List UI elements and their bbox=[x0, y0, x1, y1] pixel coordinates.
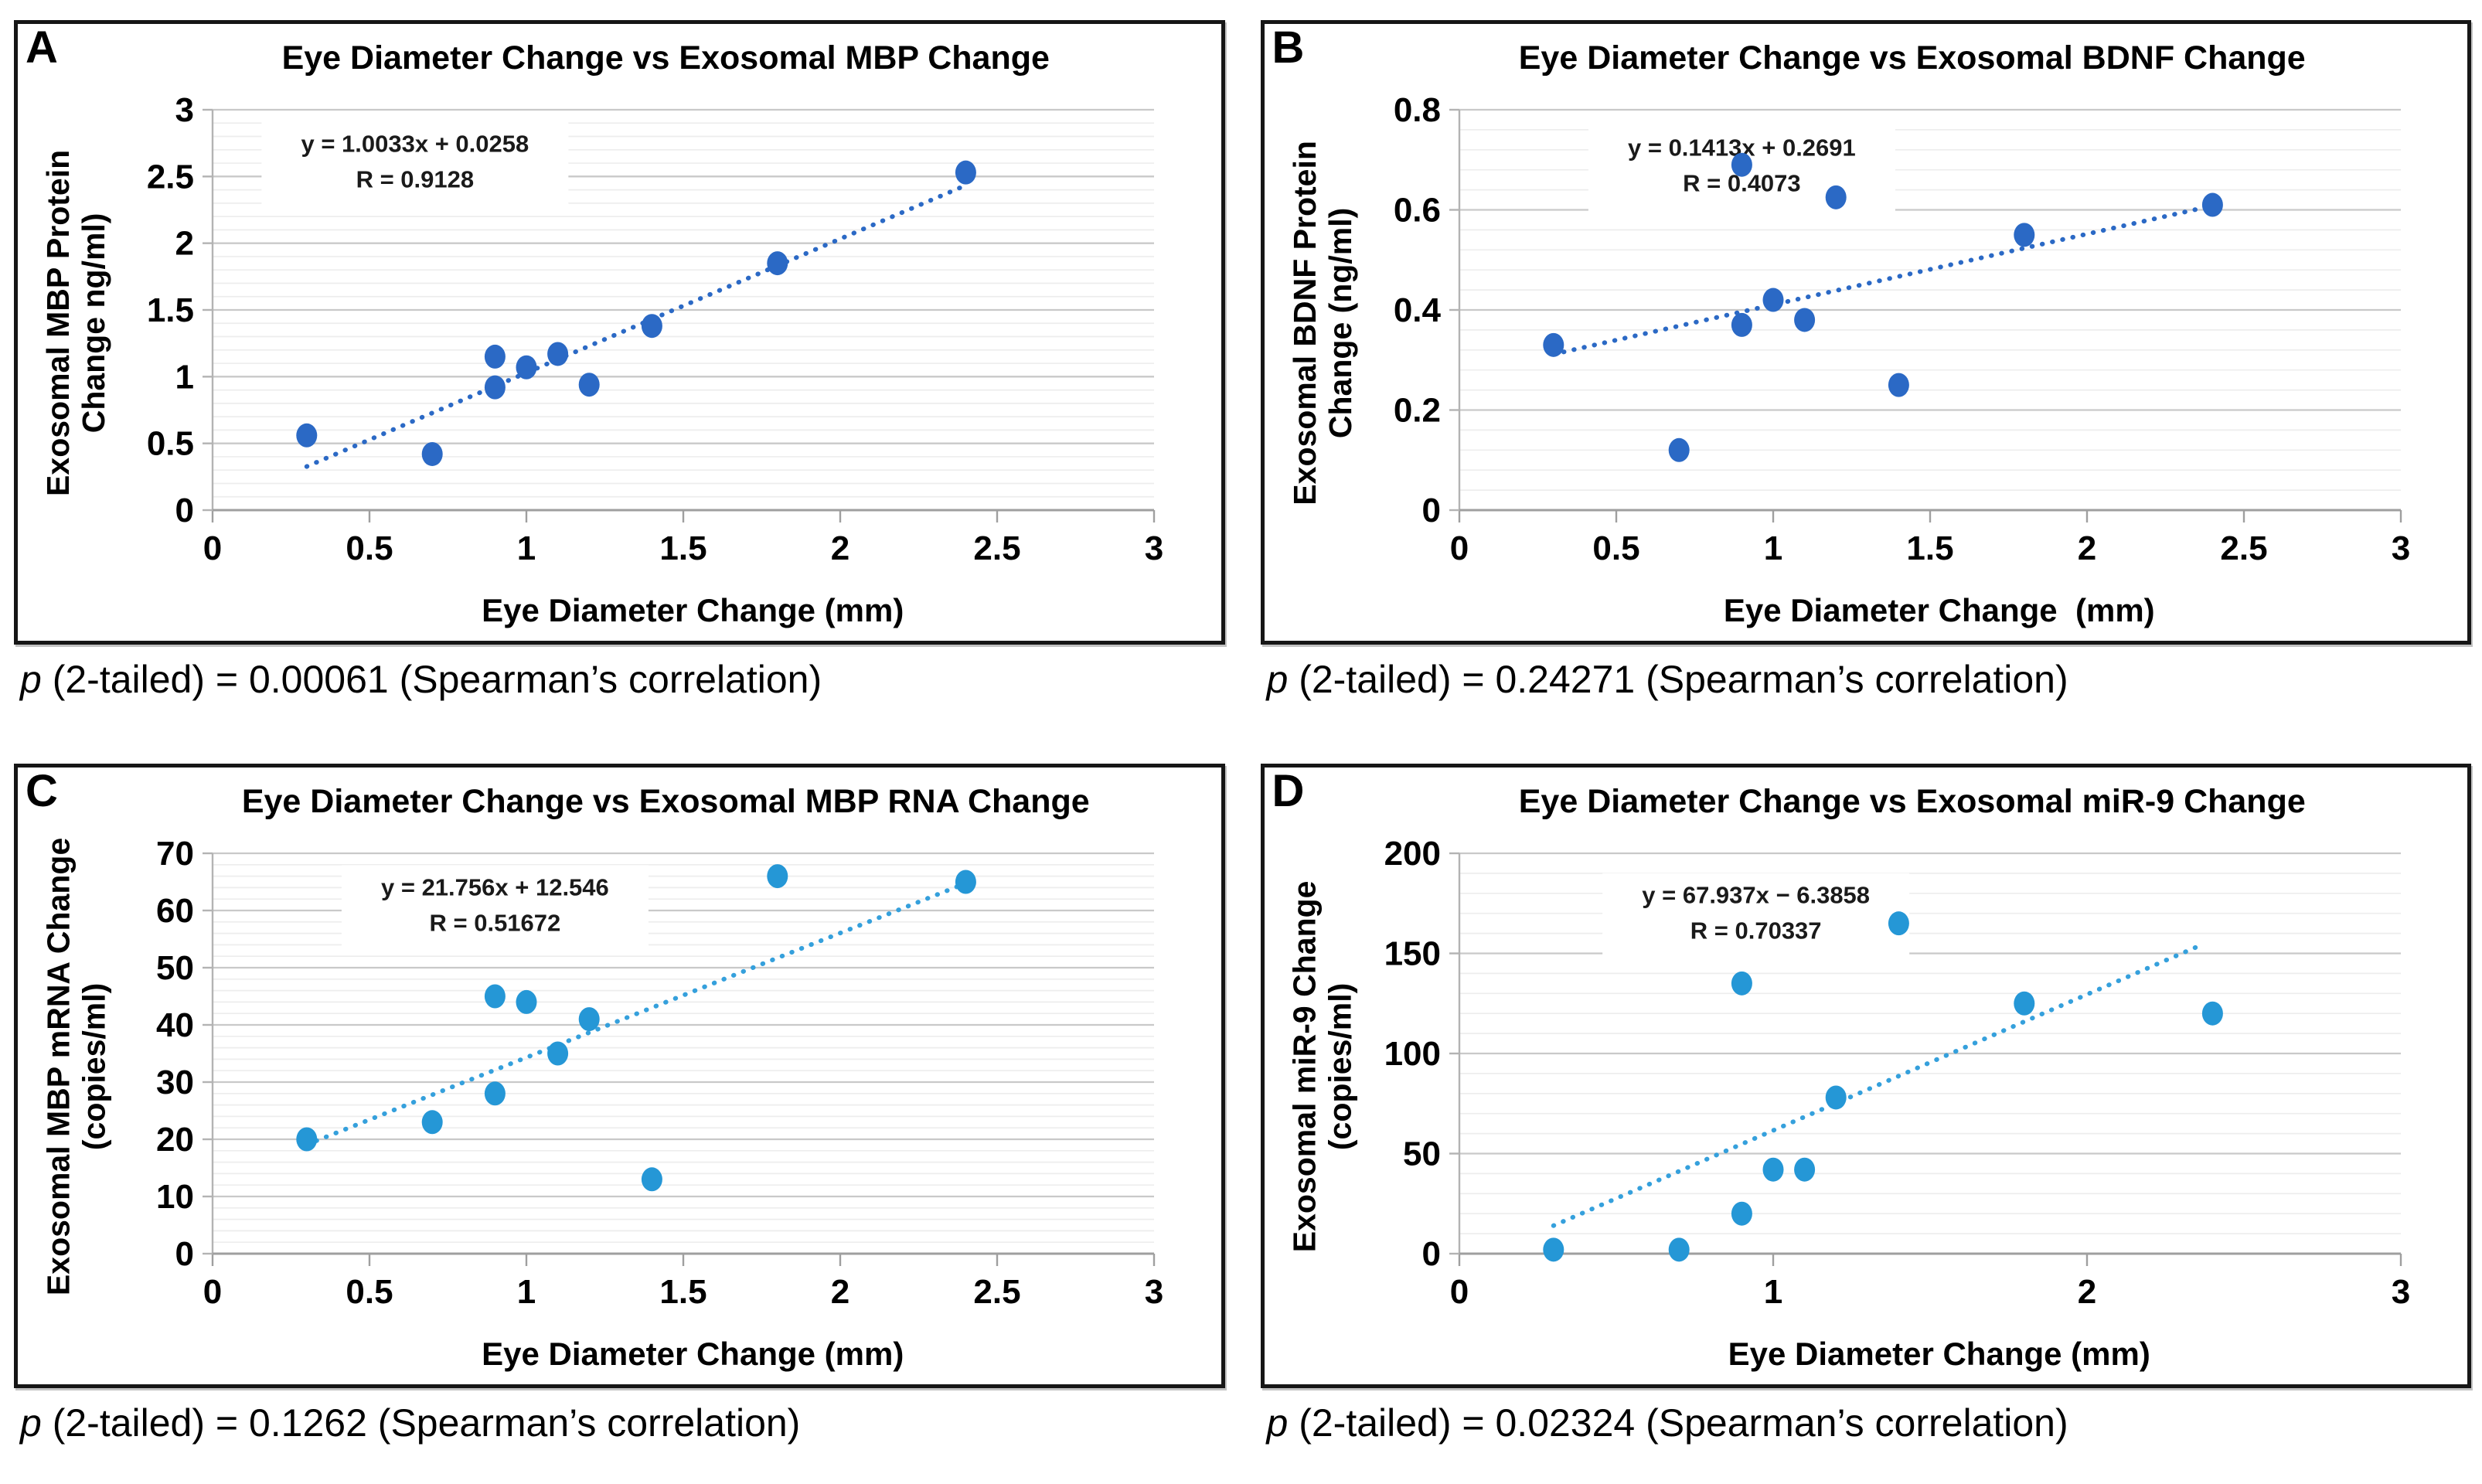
svg-text:2: 2 bbox=[2077, 1273, 2096, 1311]
panel-b-title: Eye Diameter Change vs Exosomal BDNF Cha… bbox=[1518, 39, 2306, 77]
svg-text:0: 0 bbox=[203, 1273, 222, 1311]
svg-text:3: 3 bbox=[1145, 1273, 1163, 1311]
panel-d-x-axis-title: Eye Diameter Change (mm) bbox=[1728, 1336, 2150, 1372]
svg-text:0.5: 0.5 bbox=[346, 529, 393, 567]
svg-text:0: 0 bbox=[1449, 1273, 1468, 1311]
svg-text:40: 40 bbox=[156, 1006, 194, 1044]
svg-text:0.5: 0.5 bbox=[147, 425, 194, 463]
panel-d-p-value-caption: p (2-tailed) = 0.02324 (Spearman’s corre… bbox=[1266, 1401, 2068, 1445]
svg-text:y = 21.756x + 12.546: y = 21.756x + 12.546 bbox=[381, 873, 609, 900]
svg-text:3: 3 bbox=[2391, 529, 2409, 567]
svg-text:0.2: 0.2 bbox=[1393, 392, 1440, 430]
panel-d-y-axis-title: Exosomal miR-9 Change (copies/ml) bbox=[1286, 880, 1358, 1253]
svg-text:2: 2 bbox=[831, 1273, 849, 1311]
panel-a-title: Eye Diameter Change vs Exosomal MBP Chan… bbox=[281, 39, 1050, 77]
svg-text:200: 200 bbox=[1384, 841, 1440, 873]
svg-text:50: 50 bbox=[156, 949, 194, 987]
panel-c-p-value-caption: p (2-tailed) = 0.1262 (Spearman’s correl… bbox=[20, 1401, 801, 1445]
cell-panel-d: D Eye Diameter Change vs Exosomal miR-9 … bbox=[1260, 764, 2471, 1484]
panel-b-x-axis-title: Eye Diameter Change (mm) bbox=[1723, 592, 2155, 628]
panel-c-title: Eye Diameter Change vs Exosomal MBP RNA … bbox=[241, 783, 1090, 820]
svg-text:30: 30 bbox=[156, 1064, 194, 1101]
svg-text:1.5: 1.5 bbox=[659, 529, 706, 567]
panel-a-chart-row: Exosomal MBP Protein Change ng/ml) y = 1… bbox=[18, 97, 1221, 592]
svg-text:1: 1 bbox=[517, 529, 536, 567]
panel-d-letter: D bbox=[1272, 766, 1305, 816]
panel-c-scatter-plot: y = 21.756x + 12.546 R = 0.51672 0 0.5 1 1.5 2… bbox=[156, 841, 1163, 1311]
svg-text:0.4: 0.4 bbox=[1393, 291, 1441, 329]
svg-text:2.5: 2.5 bbox=[2220, 529, 2267, 567]
svg-text:70: 70 bbox=[156, 841, 194, 873]
panel-d-chart-row: Exosomal miR-9 Change (copies/ml) y = 67… bbox=[1265, 841, 2468, 1336]
svg-text:20: 20 bbox=[156, 1121, 194, 1159]
svg-text:0.6: 0.6 bbox=[1393, 192, 1440, 230]
panel-c-letter: C bbox=[26, 766, 58, 816]
panel-a: A Eye Diameter Change vs Exosomal MBP Ch… bbox=[14, 20, 1225, 645]
panel-b-y-axis-title: Exosomal BDNF Protein Change (ng/ml) bbox=[1286, 141, 1358, 505]
svg-text:1: 1 bbox=[517, 1273, 536, 1311]
svg-text:0: 0 bbox=[1449, 529, 1468, 567]
cell-panel-a: A Eye Diameter Change vs Exosomal MBP Ch… bbox=[14, 20, 1225, 740]
svg-text:0: 0 bbox=[203, 529, 222, 567]
svg-text:R = 0.51672: R = 0.51672 bbox=[430, 909, 561, 936]
svg-text:60: 60 bbox=[156, 892, 194, 930]
svg-text:y = 67.937x − 6.3858: y = 67.937x − 6.3858 bbox=[1642, 882, 1870, 909]
panel-a-p-value-caption: p (2-tailed) = 0.00061 (Spearman’s corre… bbox=[20, 658, 822, 701]
panel-c-y-axis-title: Exosomal MBP mRNA Change (copies/ml) bbox=[40, 837, 111, 1296]
panel-a-scatter-plot: y = 1.0033x + 0.0258 R = 0.9128 0 0.5 1 1.5 2 2… bbox=[147, 97, 1163, 567]
svg-text:2.5: 2.5 bbox=[973, 1273, 1020, 1311]
svg-text:1: 1 bbox=[175, 358, 194, 396]
svg-text:0: 0 bbox=[1421, 492, 1440, 529]
cell-panel-b: B Eye Diameter Change vs Exosomal BDNF C… bbox=[1260, 20, 2471, 740]
svg-text:1.5: 1.5 bbox=[1906, 529, 1953, 567]
cell-panel-c: C Eye Diameter Change vs Exosomal MBP RN… bbox=[14, 764, 1225, 1484]
panel-c-chart-row: Exosomal MBP mRNA Change (copies/ml) y =… bbox=[18, 837, 1221, 1336]
svg-text:1.5: 1.5 bbox=[659, 1273, 706, 1311]
svg-text:0: 0 bbox=[175, 1235, 194, 1273]
svg-text:2: 2 bbox=[175, 225, 194, 263]
panel-b: B Eye Diameter Change vs Exosomal BDNF C… bbox=[1260, 20, 2471, 645]
svg-text:3: 3 bbox=[2391, 1273, 2409, 1311]
panel-c: C Eye Diameter Change vs Exosomal MBP RN… bbox=[14, 764, 1225, 1388]
panel-c-x-axis-title: Eye Diameter Change (mm) bbox=[482, 1336, 904, 1372]
panel-d-scatter-plot: y = 67.937x − 6.3858 R = 0.70337 0 1 2 3 200 15… bbox=[1384, 841, 2410, 1311]
svg-text:2: 2 bbox=[2077, 529, 2096, 567]
svg-text:1: 1 bbox=[1763, 529, 1782, 567]
panel-b-letter: B bbox=[1272, 22, 1305, 73]
svg-text:0.5: 0.5 bbox=[346, 1273, 393, 1311]
svg-text:50: 50 bbox=[1403, 1135, 1441, 1173]
svg-text:1: 1 bbox=[1763, 1273, 1782, 1311]
svg-text:150: 150 bbox=[1384, 935, 1440, 973]
svg-text:3: 3 bbox=[1145, 529, 1163, 567]
svg-text:3: 3 bbox=[175, 97, 194, 129]
panel-a-letter: A bbox=[26, 22, 58, 73]
svg-text:0: 0 bbox=[1421, 1235, 1440, 1273]
svg-text:0: 0 bbox=[175, 492, 194, 529]
panel-d: D Eye Diameter Change vs Exosomal miR-9 … bbox=[1260, 764, 2471, 1388]
panel-d-title: Eye Diameter Change vs Exosomal miR-9 Ch… bbox=[1518, 783, 2306, 820]
svg-text:2: 2 bbox=[831, 529, 849, 567]
panel-b-p-value-caption: p (2-tailed) = 0.24271 (Spearman’s corre… bbox=[1266, 658, 2068, 701]
svg-text:0.8: 0.8 bbox=[1393, 97, 1440, 129]
panel-a-y-axis-title: Exosomal MBP Protein Change ng/ml) bbox=[40, 149, 112, 497]
panel-b-chart-row: Exosomal BDNF Protein Change (ng/ml) y =… bbox=[1265, 97, 2468, 592]
svg-text:R = 0.70337: R = 0.70337 bbox=[1690, 917, 1821, 945]
svg-text:0.5: 0.5 bbox=[1592, 529, 1639, 567]
panel-a-x-axis-title: Eye Diameter Change (mm) bbox=[482, 592, 904, 628]
svg-text:2.5: 2.5 bbox=[147, 158, 194, 196]
svg-text:R = 0.9128: R = 0.9128 bbox=[356, 165, 475, 192]
svg-text:10: 10 bbox=[156, 1178, 194, 1216]
svg-text:2.5: 2.5 bbox=[973, 529, 1020, 567]
svg-text:y = 1.0033x + 0.0258: y = 1.0033x + 0.0258 bbox=[301, 130, 529, 157]
svg-text:1.5: 1.5 bbox=[147, 291, 194, 329]
svg-text:100: 100 bbox=[1384, 1035, 1440, 1073]
